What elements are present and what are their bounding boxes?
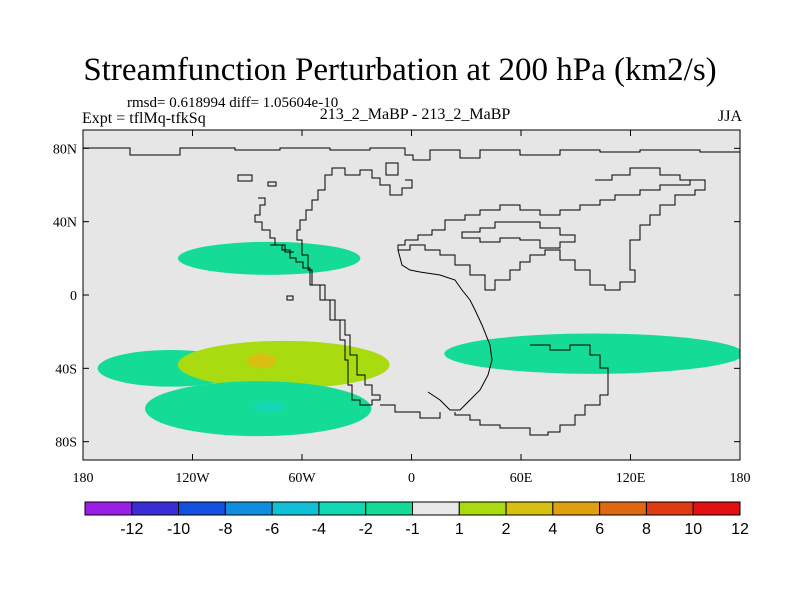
y-tick-label: 40N <box>53 216 77 231</box>
colorbar-label: -8 <box>218 521 232 538</box>
y-tick-label: 0 <box>70 289 77 304</box>
colorbar-label: 8 <box>642 521 651 538</box>
x-tick-label: 120E <box>616 471 646 486</box>
colorbar-swatch <box>412 501 460 516</box>
colorbar-swatch <box>318 501 367 516</box>
colorbar: -12 -10 -8 -6 -4 -2 -1 1 2 4 6 8 10 12 <box>84 501 749 538</box>
coastline-greenland <box>237 174 253 182</box>
coastline-island-1 <box>385 162 399 176</box>
colorbar-swatch <box>599 501 647 516</box>
colorbar-swatch <box>692 501 741 516</box>
colorbar-swatch <box>645 501 694 516</box>
coastline-africa <box>397 249 493 411</box>
coastline-southern <box>380 404 441 419</box>
anomaly-region-5 <box>252 401 286 413</box>
coastline-eurasia <box>397 179 706 291</box>
x-tick-label: 0 <box>408 471 415 486</box>
coastline-island-2 <box>267 181 277 187</box>
colorbar-label: -10 <box>167 521 190 538</box>
colorbar-swatch <box>84 501 133 516</box>
season-label: JJA <box>717 108 742 125</box>
coastline-americas <box>254 167 413 406</box>
colorbar-label: -6 <box>265 521 279 538</box>
coastline-central-america <box>270 244 294 253</box>
colorbar-label: -4 <box>312 521 326 538</box>
colorbar-swatch <box>552 501 601 516</box>
run-label: 213_2_MaBP - 213_2_MaBP <box>319 106 511 123</box>
chart-title: Streamfunction Perturbation at 200 hPa (… <box>83 52 717 88</box>
coastline-arctic <box>83 147 740 161</box>
x-tick-label: 60E <box>510 471 533 486</box>
x-tick-label: 180 <box>73 471 94 486</box>
y-tick-label: 80S <box>55 436 77 451</box>
colorbar-label: 6 <box>595 521 604 538</box>
anomaly-region-3 <box>247 353 277 369</box>
colorbar-label: 1 <box>455 521 464 538</box>
y-axis: 80N 40N 0 40S 80S <box>53 142 740 451</box>
colorbar-label: 2 <box>502 521 511 538</box>
experiment-label: Expt = tflMq-tfkSq <box>82 110 206 127</box>
colorbar-swatch <box>458 501 507 516</box>
x-tick-label: 180 <box>730 471 751 486</box>
coastline-asia-inner <box>461 221 576 249</box>
anomaly-region-6 <box>444 333 740 374</box>
colorbar-swatch <box>224 501 273 516</box>
colorbar-label: -2 <box>359 521 373 538</box>
anomaly-layer <box>97 241 740 437</box>
x-axis: 180 120W 60W 0 60E 120E 180 <box>73 130 751 486</box>
colorbar-swatch <box>505 501 554 516</box>
y-tick-label: 40S <box>55 362 77 377</box>
coastline-northeast-asia <box>595 167 700 181</box>
colorbar-swatch <box>365 501 414 516</box>
x-tick-label: 120W <box>175 471 210 486</box>
colorbar-swatch <box>131 501 180 516</box>
colorbar-label: 12 <box>731 521 749 538</box>
coastline-caribbean <box>286 295 294 301</box>
coastline-australia <box>454 344 609 436</box>
colorbar-swatch <box>178 501 226 516</box>
y-tick-label: 80N <box>53 142 77 157</box>
coastlines <box>83 147 740 436</box>
colorbar-swatch <box>271 501 320 516</box>
anomaly-region-0 <box>177 241 361 275</box>
colorbar-label: -1 <box>405 521 419 538</box>
x-tick-label: 60W <box>288 471 316 486</box>
colorbar-label: 4 <box>548 521 557 538</box>
colorbar-label: -12 <box>120 521 143 538</box>
stats-label: rmsd= 0.618994 diff= 1.05604e-10 <box>127 95 339 111</box>
anomaly-region-2 <box>177 340 390 389</box>
colorbar-label: 10 <box>684 521 702 538</box>
